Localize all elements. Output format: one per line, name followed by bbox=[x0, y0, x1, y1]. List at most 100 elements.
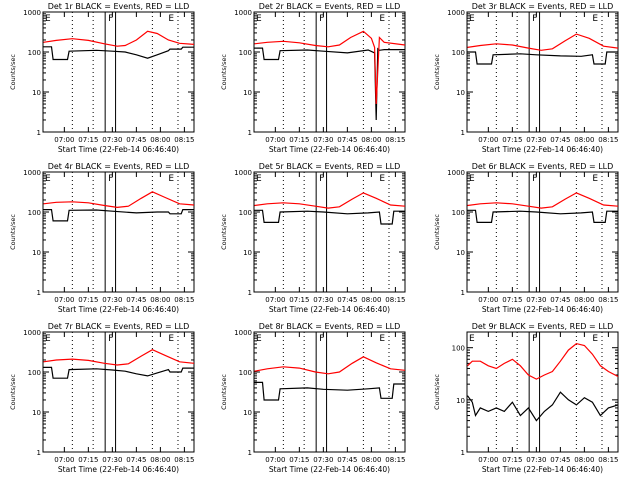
lld-series-line bbox=[43, 191, 195, 209]
detector-panel: Det 2r BLACK = Events, RED = LLD 1 10 100 10… bbox=[220, 2, 406, 154]
marker-label: E bbox=[379, 334, 385, 344]
y-tick-label: 1 bbox=[248, 129, 252, 137]
x-tick-label: 07:45 bbox=[550, 296, 570, 304]
y-tick-label: 100 bbox=[452, 209, 465, 217]
marker-label: E bbox=[379, 14, 385, 24]
detector-panel: Det 3r BLACK = Events, RED = LLD 1 10 100 10… bbox=[433, 2, 619, 154]
y-tick-label: 1000 bbox=[447, 9, 465, 17]
y-tick-label: 1000 bbox=[23, 169, 41, 177]
y-tick-label: 10 bbox=[456, 397, 465, 405]
events-series-line bbox=[467, 51, 618, 65]
x-axis-label: Start Time (22-Feb-14 06:46:40) bbox=[58, 305, 179, 314]
marker-label: E bbox=[469, 14, 475, 24]
marker-label: E bbox=[168, 14, 174, 24]
plot-frame bbox=[42, 11, 195, 133]
marker-label: E bbox=[592, 14, 598, 24]
x-tick-label: 07:15 bbox=[502, 296, 522, 304]
marker-label: F bbox=[108, 334, 113, 344]
y-tick-label: 1000 bbox=[234, 329, 252, 337]
detector-panel: Det 4r BLACK = Events, RED = LLD 1 10 100 10… bbox=[9, 162, 195, 314]
x-axis-label: Start Time (22-Feb-14 06:46:40) bbox=[482, 305, 603, 314]
marker-label: E bbox=[592, 174, 598, 184]
x-tick-label: 08:00 bbox=[574, 136, 594, 144]
x-tick-label: 07:00 bbox=[478, 456, 498, 464]
panel-title: Det 6r BLACK = Events, RED = LLD bbox=[472, 162, 614, 171]
y-axis-label: Counts/sec bbox=[433, 214, 441, 250]
x-tick-label: 07:00 bbox=[54, 456, 74, 464]
y-axis-label: Counts/sec bbox=[220, 214, 228, 250]
x-tick-label: 07:00 bbox=[478, 136, 498, 144]
x-tick-label: 07:30 bbox=[526, 296, 546, 304]
y-tick-label: 1000 bbox=[23, 9, 41, 17]
events-series-line bbox=[254, 381, 405, 401]
y-axis-label: Counts/sec bbox=[433, 374, 441, 410]
x-tick-label: 07:30 bbox=[526, 136, 546, 144]
x-tick-label: 08:00 bbox=[150, 296, 170, 304]
x-tick-label: 08:00 bbox=[574, 296, 594, 304]
events-series-line bbox=[254, 47, 405, 121]
x-axis-label: Start Time (22-Feb-14 06:46:40) bbox=[482, 465, 603, 474]
y-tick-label: 1 bbox=[461, 129, 465, 137]
plot-frame bbox=[466, 11, 619, 133]
detector-panel: Det 1r BLACK = Events, RED = LLD 1 10 100 10… bbox=[9, 2, 195, 154]
x-tick-label: 07:00 bbox=[478, 296, 498, 304]
marker-label: E bbox=[256, 334, 262, 344]
x-tick-label: 07:15 bbox=[78, 136, 98, 144]
x-tick-label: 07:00 bbox=[265, 136, 285, 144]
plot-frame bbox=[466, 331, 619, 453]
x-axis-label: Start Time (22-Feb-14 06:46:40) bbox=[482, 145, 603, 154]
x-tick-label: 08:15 bbox=[598, 456, 618, 464]
y-axis-label: Counts/sec bbox=[9, 214, 17, 250]
y-tick-label: 100 bbox=[239, 369, 252, 377]
marker-label: F bbox=[319, 334, 324, 344]
panel-title: Det 3r BLACK = Events, RED = LLD bbox=[472, 2, 614, 11]
y-tick-label: 100 bbox=[28, 49, 41, 57]
x-tick-label: 07:00 bbox=[265, 296, 285, 304]
x-tick-label: 07:15 bbox=[289, 296, 309, 304]
y-tick-label: 10 bbox=[32, 409, 41, 417]
plot-frame bbox=[42, 171, 195, 293]
events-series-line bbox=[254, 209, 405, 225]
y-tick-label: 100 bbox=[28, 369, 41, 377]
y-tick-label: 10 bbox=[243, 249, 252, 257]
marker-label: E bbox=[45, 174, 51, 184]
x-tick-label: 07:15 bbox=[502, 456, 522, 464]
lld-series-line bbox=[467, 342, 619, 380]
x-tick-label: 07:45 bbox=[126, 136, 146, 144]
x-tick-label: 07:45 bbox=[126, 296, 146, 304]
marker-label: F bbox=[532, 14, 537, 24]
x-tick-label: 07:30 bbox=[313, 136, 333, 144]
x-tick-label: 07:30 bbox=[313, 456, 333, 464]
y-axis-label: Counts/sec bbox=[9, 374, 17, 410]
y-tick-label: 1 bbox=[461, 449, 465, 457]
y-tick-label: 10 bbox=[456, 89, 465, 97]
x-tick-label: 07:00 bbox=[54, 296, 74, 304]
y-tick-label: 1000 bbox=[234, 169, 252, 177]
x-axis-label: Start Time (22-Feb-14 06:46:40) bbox=[269, 465, 390, 474]
x-tick-label: 08:15 bbox=[598, 296, 618, 304]
y-tick-label: 1000 bbox=[234, 9, 252, 17]
x-tick-label: 07:45 bbox=[337, 136, 357, 144]
events-series-line bbox=[43, 46, 194, 61]
x-tick-label: 07:30 bbox=[313, 296, 333, 304]
lld-series-line bbox=[254, 192, 406, 209]
marker-label: E bbox=[168, 174, 174, 184]
x-tick-label: 07:30 bbox=[526, 456, 546, 464]
marker-label: F bbox=[108, 14, 113, 24]
plot-frame bbox=[253, 11, 406, 133]
marker-label: E bbox=[469, 334, 475, 344]
y-tick-label: 1 bbox=[37, 449, 41, 457]
plot-frame bbox=[253, 331, 406, 453]
y-tick-label: 1000 bbox=[447, 169, 465, 177]
x-tick-label: 08:00 bbox=[150, 456, 170, 464]
y-tick-label: 10 bbox=[243, 89, 252, 97]
x-tick-label: 07:15 bbox=[289, 456, 309, 464]
lld-series-line bbox=[467, 33, 619, 51]
marker-label: F bbox=[319, 174, 324, 184]
x-axis-label: Start Time (22-Feb-14 06:46:40) bbox=[58, 145, 179, 154]
y-axis-label: Counts/sec bbox=[220, 374, 228, 410]
detector-panel: Det 9r BLACK = Events, RED = LLD 1 10 100 07… bbox=[433, 322, 619, 474]
panel-title: Det 5r BLACK = Events, RED = LLD bbox=[259, 162, 401, 171]
x-tick-label: 07:45 bbox=[550, 456, 570, 464]
x-tick-label: 07:30 bbox=[102, 296, 122, 304]
